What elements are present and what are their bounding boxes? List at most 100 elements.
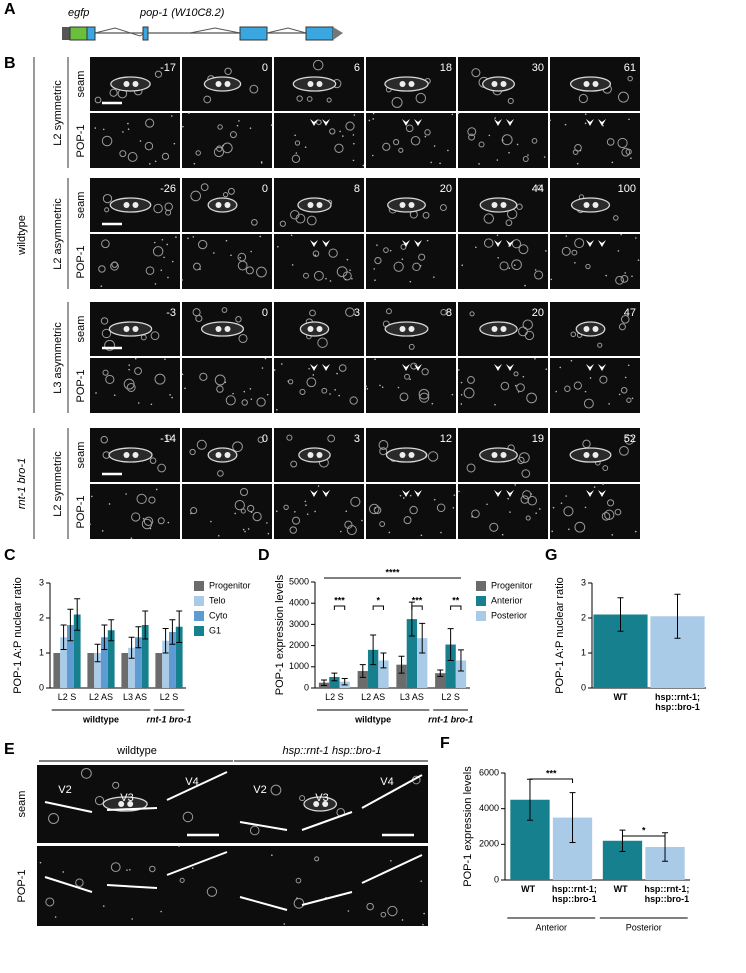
nucleus [221,307,228,313]
speckle [631,275,633,278]
speckle [365,385,367,388]
time-label: 61 [624,62,636,74]
speckle [488,134,491,137]
error-bar [457,649,464,672]
nucleus [149,457,157,464]
speckle [371,154,374,157]
speckle [39,861,42,864]
speckle [374,358,376,361]
time-label: 30 [532,62,544,74]
speckle [478,163,480,165]
micrograph [366,178,456,232]
speckle [426,239,429,242]
speckle [164,358,166,360]
speckle [101,530,104,532]
speckle [134,357,137,360]
speckle [372,112,375,115]
nucleus [491,452,498,458]
speckle [401,258,404,260]
legend-swatch [476,581,486,591]
x-tick-label: L2 S [441,692,460,702]
bar [101,637,108,688]
speckle [273,369,276,371]
time-label: -14 [160,433,176,445]
nucleus [309,309,316,317]
speckle [431,402,434,405]
nucleus [597,342,603,348]
nucleus [409,505,418,515]
row-label: seam [16,791,28,818]
nucleus [344,520,353,529]
nucleus [316,452,323,458]
nucleus [408,326,415,332]
speckle [167,276,169,279]
nucleus [195,314,203,323]
speckle [234,512,237,515]
nucleus [585,263,591,270]
speckle [148,163,151,165]
nucleus [511,259,522,271]
nucleus [620,387,628,394]
nucleus [620,274,629,283]
speckle [312,374,315,376]
speckle [447,149,449,152]
error-bar [674,593,681,639]
nucleus [468,133,476,141]
speckle [250,398,253,400]
nucleus [235,316,242,323]
nucleus [239,487,249,497]
nucleus [583,398,594,409]
arrowhead [414,240,422,247]
error-bar [162,628,169,654]
nucleus [289,526,297,534]
legend-label: Posterior [491,610,527,620]
nucleus [145,266,155,275]
micrograph-bg [550,234,640,289]
speckle [314,510,316,513]
arrowhead [494,364,502,371]
nucleus [196,439,207,450]
nucleus [215,326,222,332]
error-bar [101,624,108,650]
speckle [362,164,365,167]
time-label: 100 [618,183,636,195]
y-tick-label: 2 [39,612,44,622]
nucleus [489,522,499,532]
seam-cell [299,321,330,337]
nucleus [110,862,121,873]
micrograph [182,484,272,539]
speckle [460,381,463,384]
arrowhead [402,490,410,497]
nucleus [291,154,301,163]
nucleus [110,261,119,271]
speckle [457,112,460,115]
speckle [560,502,563,504]
row-label: seam [75,192,87,219]
group-label: wildtype [16,215,28,256]
speckle [193,162,196,165]
seam-line [301,891,353,906]
nucleus [295,877,302,884]
nucleus [334,143,344,153]
exon [142,26,149,41]
bar [87,653,95,688]
nucleus [507,97,514,105]
speckle [264,357,267,360]
speckle [497,256,499,259]
nucleus [105,374,115,385]
nucleus [511,239,522,249]
nucleus [164,202,173,212]
x-tick-label: L2 AS [361,692,386,702]
micrograph [274,428,364,482]
speckle [295,152,298,154]
y-tick-label: 0 [581,682,586,692]
nucleus [292,516,301,525]
bar [396,664,407,688]
speckle [250,511,253,514]
nucleus [385,308,392,315]
y-tick-label: 1000 [289,661,309,671]
nucleus [144,141,154,151]
nucleus [615,275,625,285]
nucleus [286,434,293,441]
